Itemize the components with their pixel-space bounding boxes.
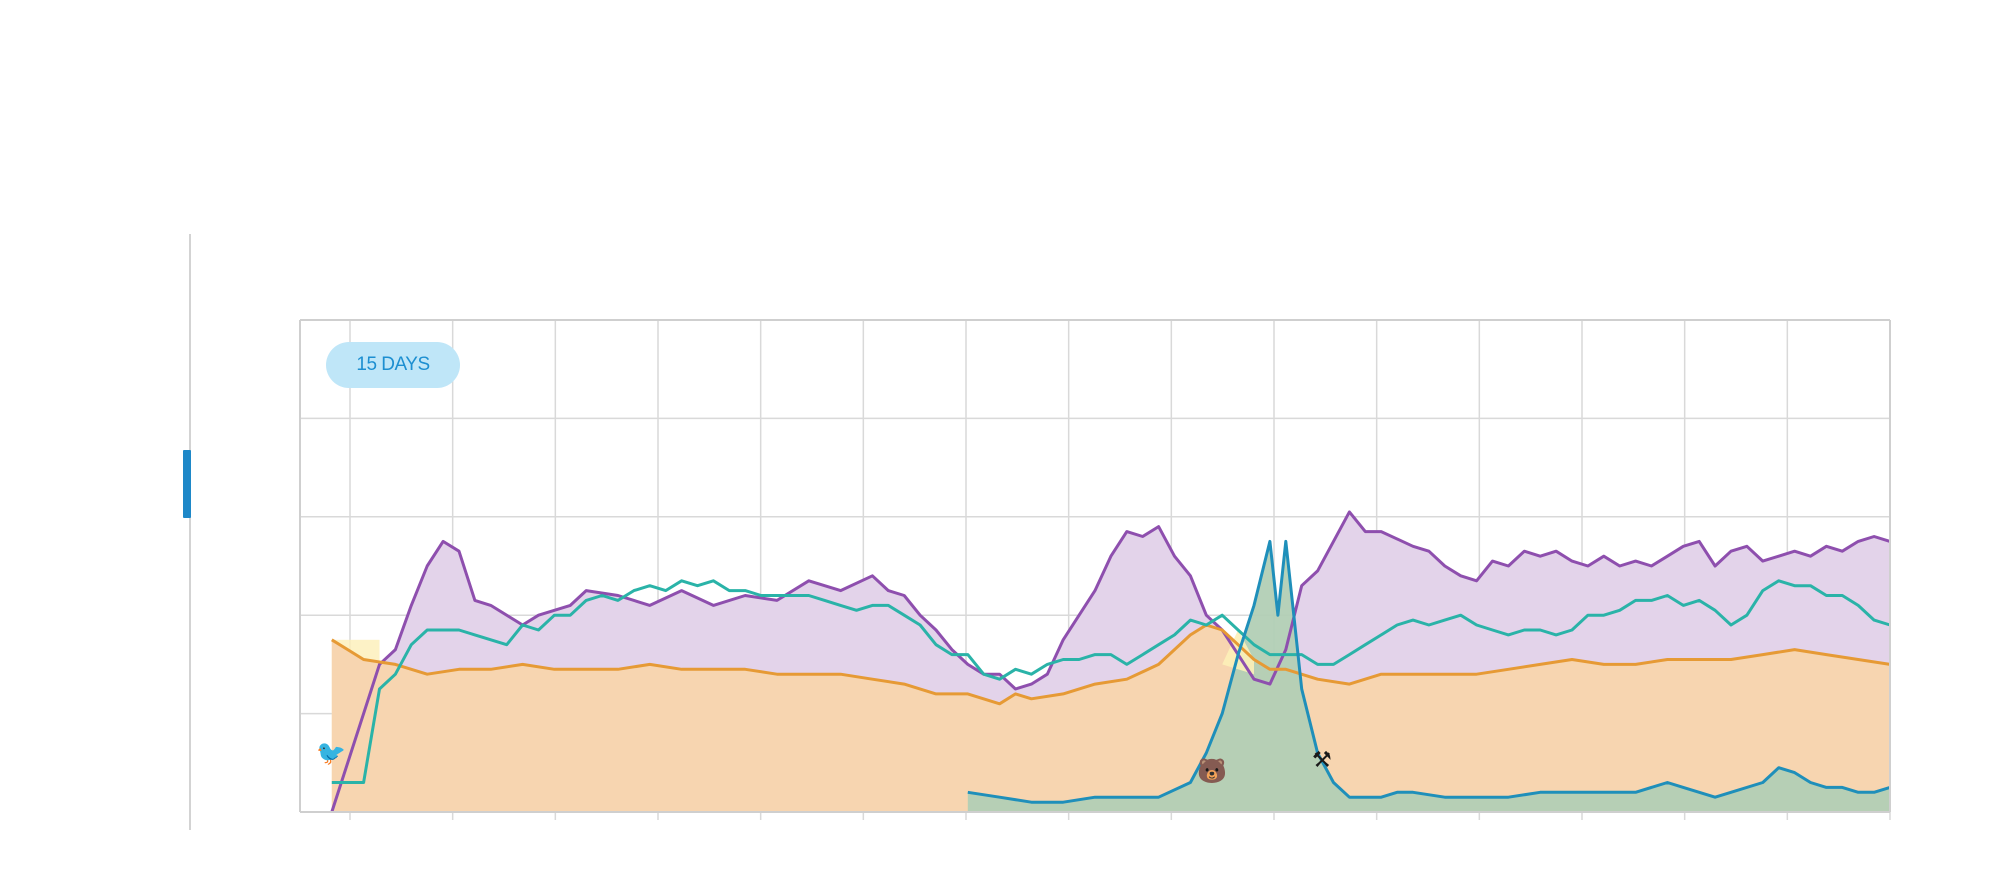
area-chart [299,319,1891,820]
chart-container [290,300,1900,840]
series-line-0 [330,510,1891,813]
hammer-icon: ⚒ [1312,747,1332,772]
left-divider [189,234,191,830]
series-area-3 [967,541,1890,812]
series-line-3 [967,539,1891,804]
time-range-label: 15 DAYS [356,354,430,375]
time-range-button[interactable]: 15 DAYS [326,342,460,388]
series-line-1 [331,623,1891,706]
bird-icon: 🐦 [316,740,346,767]
bear-icon: 🐻 [1197,758,1227,785]
sidebar-active-indicator [183,450,191,518]
series-line-2 [331,579,1891,784]
